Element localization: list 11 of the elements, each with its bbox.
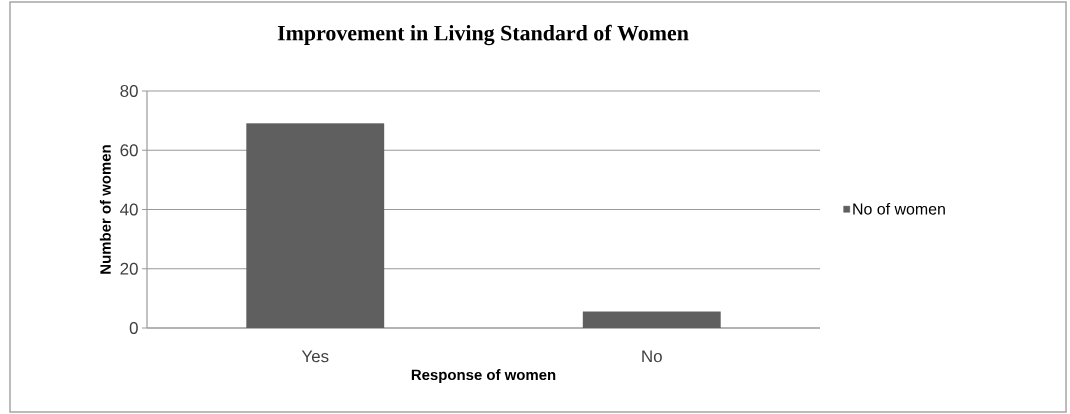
x-axis-title: Response of women [411, 369, 556, 384]
y-tick-label: 20 [120, 262, 138, 275]
y-tick-label: 0 [129, 322, 138, 334]
chart-title: Improvement in Living Standard of Women [277, 24, 689, 46]
y-tick-label: 60 [120, 144, 138, 157]
legend-label: No of women [853, 202, 945, 215]
x-tick-label: Yes [301, 350, 329, 363]
y-tick-label: 40 [120, 203, 138, 216]
x-tick-label: No [642, 350, 662, 363]
y-axis-title: Number of women [99, 145, 111, 274]
y-tick-label: 80 [120, 85, 138, 98]
